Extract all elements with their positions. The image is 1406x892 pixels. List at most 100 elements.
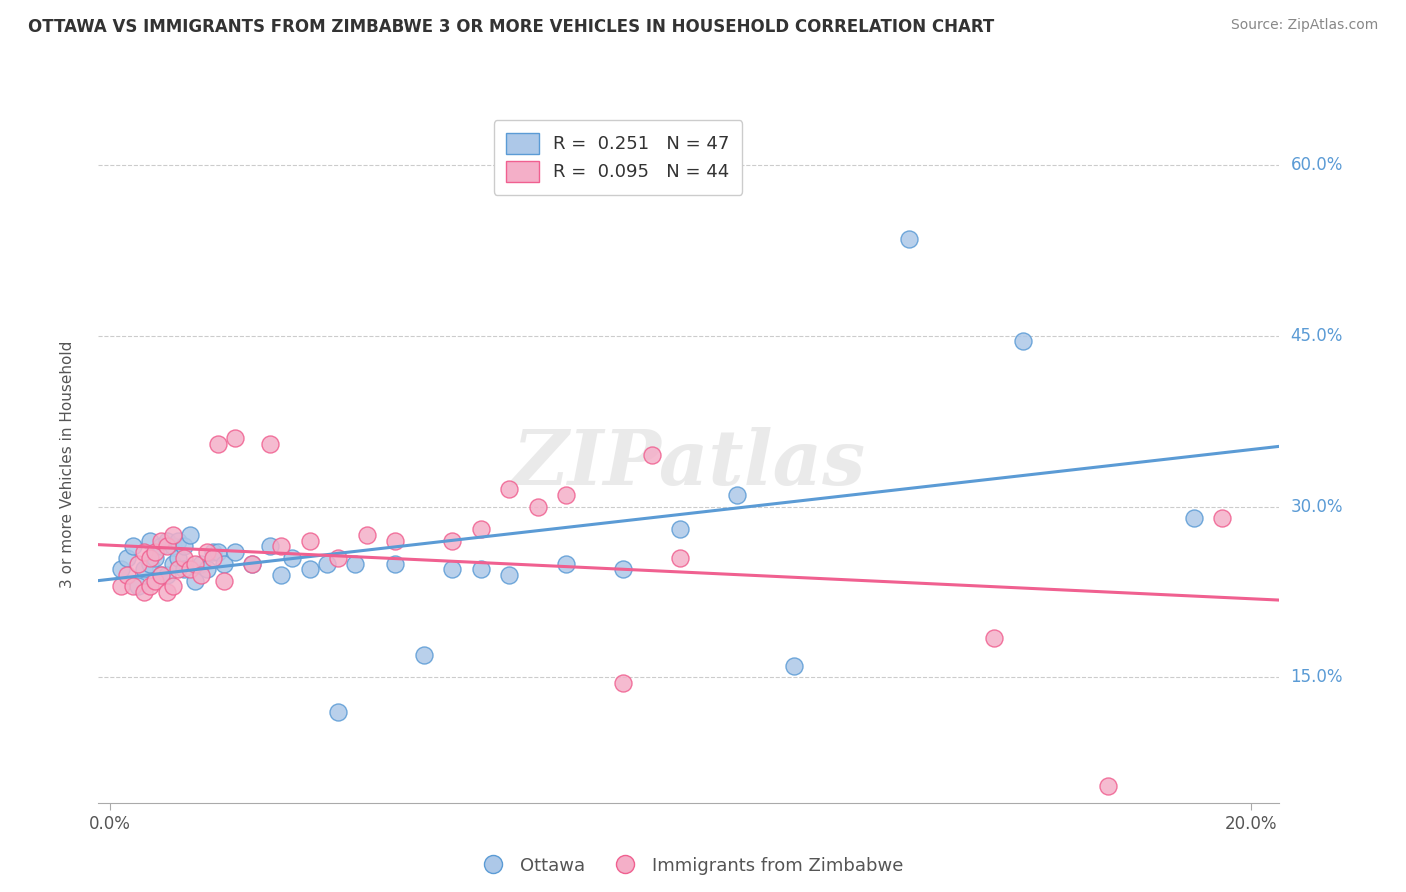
Point: [173, 540, 195, 554]
Point: [224, 545, 246, 559]
Point: [156, 540, 179, 554]
Point: [470, 522, 492, 536]
Point: [1182, 511, 1205, 525]
Point: [115, 568, 138, 582]
Point: [270, 540, 292, 554]
Point: [184, 557, 207, 571]
Point: [281, 550, 304, 565]
Point: [167, 562, 190, 576]
Point: [641, 448, 664, 462]
Point: [384, 533, 406, 548]
Point: [212, 574, 235, 588]
Point: [356, 528, 378, 542]
Point: [190, 568, 212, 582]
Point: [1011, 334, 1033, 349]
Point: [132, 562, 155, 576]
Text: ZIPatlas: ZIPatlas: [512, 427, 866, 500]
Point: [201, 550, 224, 565]
Text: 60.0%: 60.0%: [1291, 156, 1343, 174]
Point: [162, 557, 184, 571]
Point: [555, 557, 578, 571]
Point: [259, 437, 281, 451]
Point: [612, 562, 634, 576]
Point: [669, 550, 692, 565]
Point: [270, 568, 292, 582]
Point: [1211, 511, 1233, 525]
Point: [132, 585, 155, 599]
Point: [162, 540, 184, 554]
Point: [242, 557, 264, 571]
Point: [412, 648, 434, 662]
Point: [259, 540, 281, 554]
Point: [179, 562, 201, 576]
Point: [150, 568, 173, 582]
Point: [127, 579, 149, 593]
Point: [669, 522, 692, 536]
Point: [173, 550, 195, 565]
Point: [315, 557, 337, 571]
Point: [470, 562, 492, 576]
Text: OTTAWA VS IMMIGRANTS FROM ZIMBABWE 3 OR MORE VEHICLES IN HOUSEHOLD CORRELATION C: OTTAWA VS IMMIGRANTS FROM ZIMBABWE 3 OR …: [28, 18, 994, 36]
Point: [179, 528, 201, 542]
Point: [145, 545, 167, 559]
Point: [156, 568, 179, 582]
Legend: Ottawa, Immigrants from Zimbabwe: Ottawa, Immigrants from Zimbabwe: [468, 849, 910, 882]
Text: 15.0%: 15.0%: [1291, 668, 1343, 687]
Y-axis label: 3 or more Vehicles in Household: 3 or more Vehicles in Household: [60, 340, 75, 588]
Point: [1097, 779, 1119, 793]
Point: [498, 568, 520, 582]
Point: [139, 533, 162, 548]
Point: [139, 579, 162, 593]
Point: [156, 585, 179, 599]
Point: [150, 533, 173, 548]
Point: [326, 550, 349, 565]
Text: 45.0%: 45.0%: [1291, 326, 1343, 344]
Point: [190, 557, 212, 571]
Point: [242, 557, 264, 571]
Point: [201, 545, 224, 559]
Point: [526, 500, 548, 514]
Text: 30.0%: 30.0%: [1291, 498, 1343, 516]
Point: [224, 431, 246, 445]
Point: [212, 557, 235, 571]
Point: [173, 562, 195, 576]
Point: [725, 488, 748, 502]
Point: [555, 488, 578, 502]
Point: [127, 557, 149, 571]
Point: [441, 562, 464, 576]
Point: [145, 550, 167, 565]
Point: [162, 528, 184, 542]
Point: [139, 557, 162, 571]
Point: [121, 579, 143, 593]
Point: [612, 676, 634, 690]
Point: [110, 562, 132, 576]
Point: [110, 579, 132, 593]
Point: [298, 562, 321, 576]
Point: [498, 483, 520, 497]
Point: [167, 533, 190, 548]
Text: Source: ZipAtlas.com: Source: ZipAtlas.com: [1230, 18, 1378, 32]
Point: [150, 540, 173, 554]
Point: [207, 545, 229, 559]
Point: [783, 659, 806, 673]
Point: [326, 705, 349, 719]
Point: [150, 568, 173, 582]
Point: [115, 550, 138, 565]
Point: [145, 574, 167, 588]
Point: [384, 557, 406, 571]
Point: [983, 631, 1005, 645]
Point: [139, 550, 162, 565]
Point: [897, 232, 920, 246]
Point: [162, 579, 184, 593]
Point: [441, 533, 464, 548]
Point: [298, 533, 321, 548]
Point: [184, 574, 207, 588]
Point: [195, 562, 218, 576]
Point: [156, 533, 179, 548]
Point: [344, 557, 367, 571]
Point: [195, 545, 218, 559]
Point: [207, 437, 229, 451]
Point: [132, 545, 155, 559]
Point: [121, 540, 143, 554]
Point: [167, 550, 190, 565]
